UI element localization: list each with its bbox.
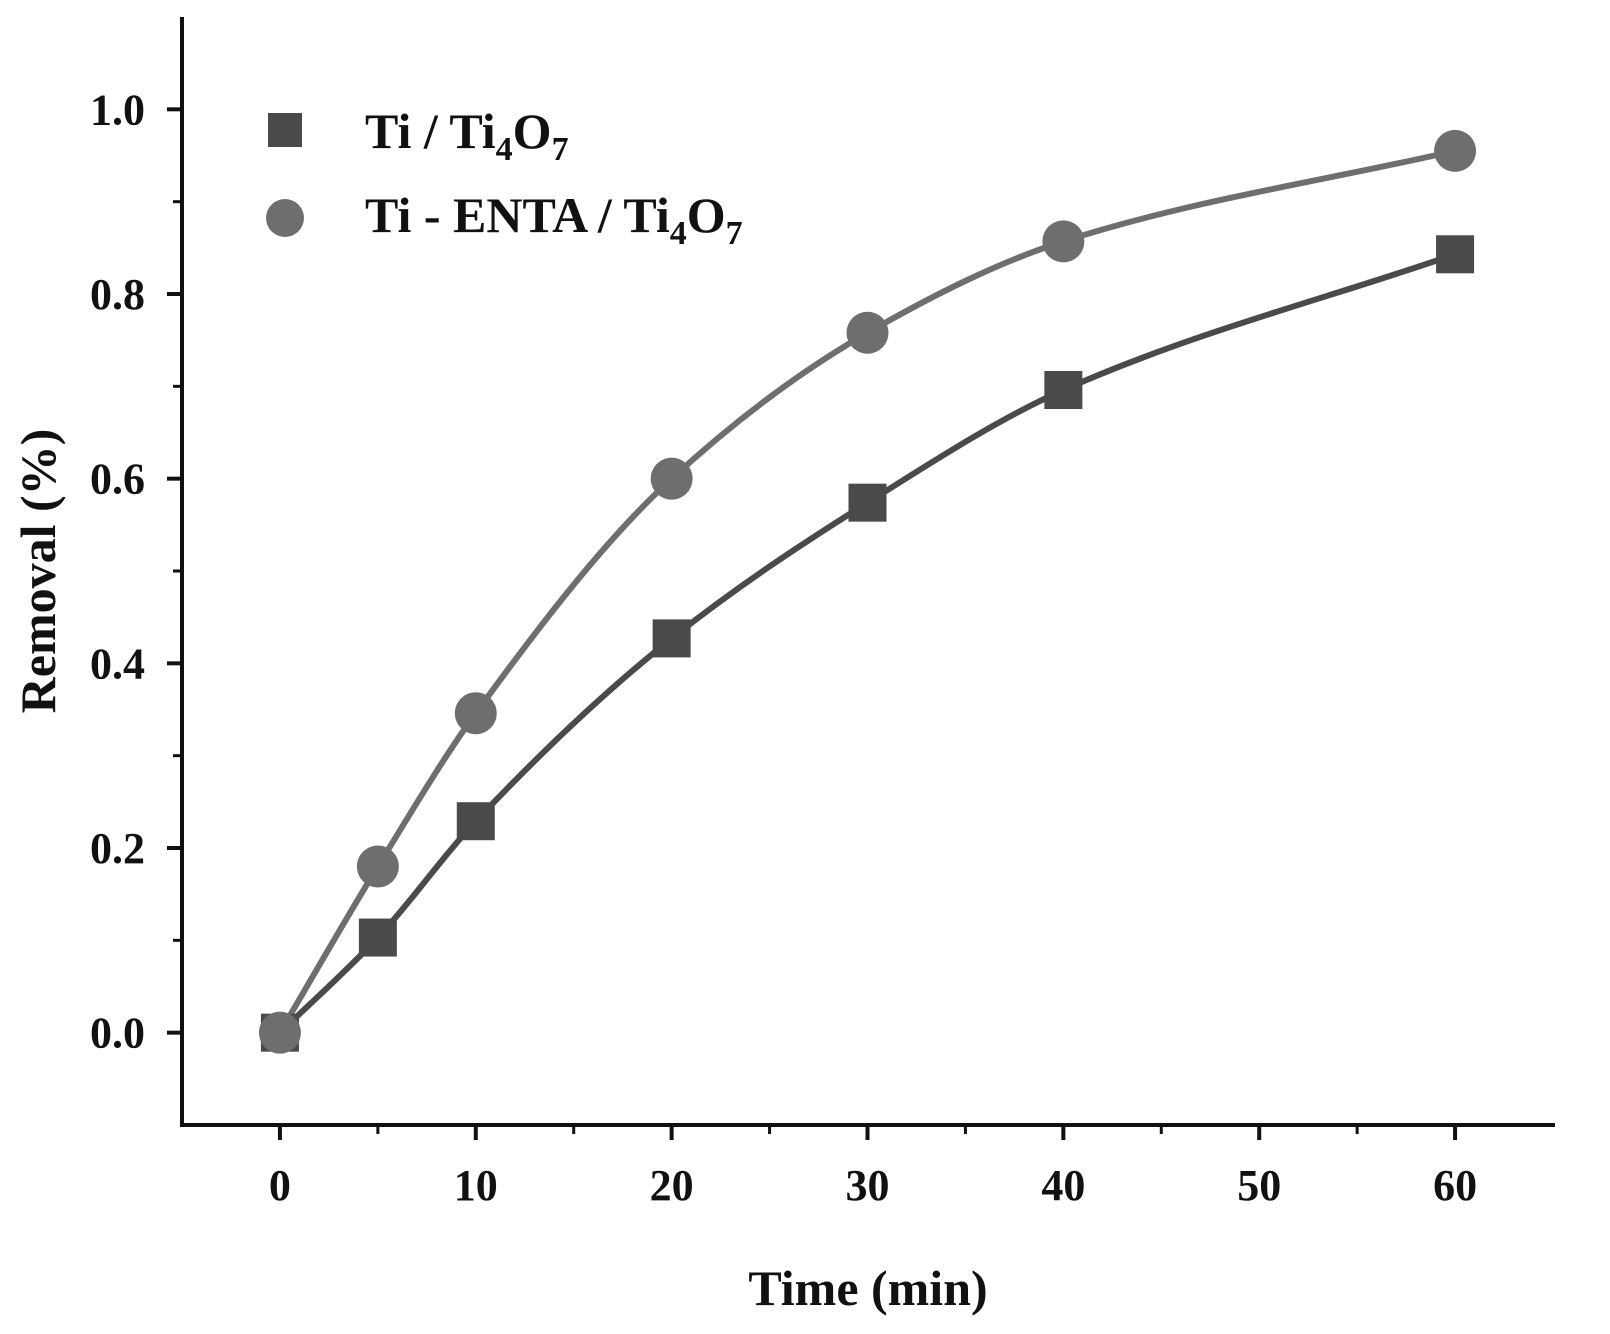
legend-label-ti-ti4o7-mid: O xyxy=(513,103,552,159)
y-tick-label: 0.2 xyxy=(90,824,145,873)
series-markers xyxy=(258,129,1477,1054)
y-tick-label: 0.8 xyxy=(90,270,145,319)
legend-label-ti-enta-ti4o7-sub1: 4 xyxy=(670,215,687,252)
data-point-ti-ti4o7 xyxy=(848,483,887,522)
y-tick-label: 0.0 xyxy=(90,1009,145,1058)
x-axis-title: Time (min) xyxy=(748,1260,987,1316)
data-point-ti-enta-ti4o7 xyxy=(356,845,399,888)
y-tick-label: 1.0 xyxy=(90,85,145,134)
data-point-ti-ti4o7 xyxy=(652,619,691,658)
data-point-ti-enta-ti4o7 xyxy=(1434,129,1477,172)
data-point-ti-ti4o7 xyxy=(1436,235,1475,274)
data-point-ti-ti4o7 xyxy=(1044,371,1083,410)
x-tick-label: 40 xyxy=(1041,1161,1085,1210)
legend-label-ti-ti4o7-sub2: 7 xyxy=(552,131,569,168)
data-point-ti-enta-ti4o7 xyxy=(650,457,693,500)
x-tick-label: 10 xyxy=(454,1161,498,1210)
legend-label-ti-ti4o7: Ti / Ti4O7 xyxy=(365,103,569,168)
x-tick-label: 20 xyxy=(650,1161,694,1210)
data-point-ti-enta-ti4o7 xyxy=(1042,220,1085,263)
data-point-ti-enta-ti4o7 xyxy=(258,1011,301,1054)
legend-label-ti-ti4o7-main: Ti / Ti xyxy=(365,103,496,159)
y-axis-title: Removal (%) xyxy=(10,429,66,714)
legend-label-ti-enta-ti4o7: Ti - ENTA / Ti4O7 xyxy=(365,187,743,252)
legend-label-ti-ti4o7-sub1: 4 xyxy=(496,131,513,168)
legend: Ti / Ti4O7 Ti - ENTA / Ti4O7 xyxy=(266,103,743,252)
legend-marker-ti-ti4o7 xyxy=(268,113,302,147)
data-point-ti-enta-ti4o7 xyxy=(846,311,889,354)
data-point-ti-ti4o7 xyxy=(358,918,397,957)
legend-marker-ti-enta-ti4o7 xyxy=(266,199,304,237)
y-tick-label: 0.4 xyxy=(90,639,145,688)
x-tick-label: 30 xyxy=(846,1161,890,1210)
y-tick-label: 0.6 xyxy=(90,455,145,504)
x-tick-label: 50 xyxy=(1237,1161,1281,1210)
tick-labels: 0 10 20 30 40 50 60 0.0 0.2 0.4 0.6 0.8 1.0 xyxy=(90,85,1477,1210)
series-curve-ti-ti4o7 xyxy=(276,251,1459,1036)
data-point-ti-ti4o7 xyxy=(456,802,495,841)
legend-label-ti-enta-ti4o7-main: Ti - ENTA / Ti xyxy=(365,187,670,243)
data-point-ti-enta-ti4o7 xyxy=(454,692,497,735)
x-tick-label: 60 xyxy=(1433,1161,1477,1210)
legend-label-ti-enta-ti4o7-mid: O xyxy=(687,187,726,243)
legend-label-ti-enta-ti4o7-sub2: 7 xyxy=(726,215,743,252)
x-tick-label: 0 xyxy=(269,1161,291,1210)
axis-ticks xyxy=(167,107,1458,1140)
